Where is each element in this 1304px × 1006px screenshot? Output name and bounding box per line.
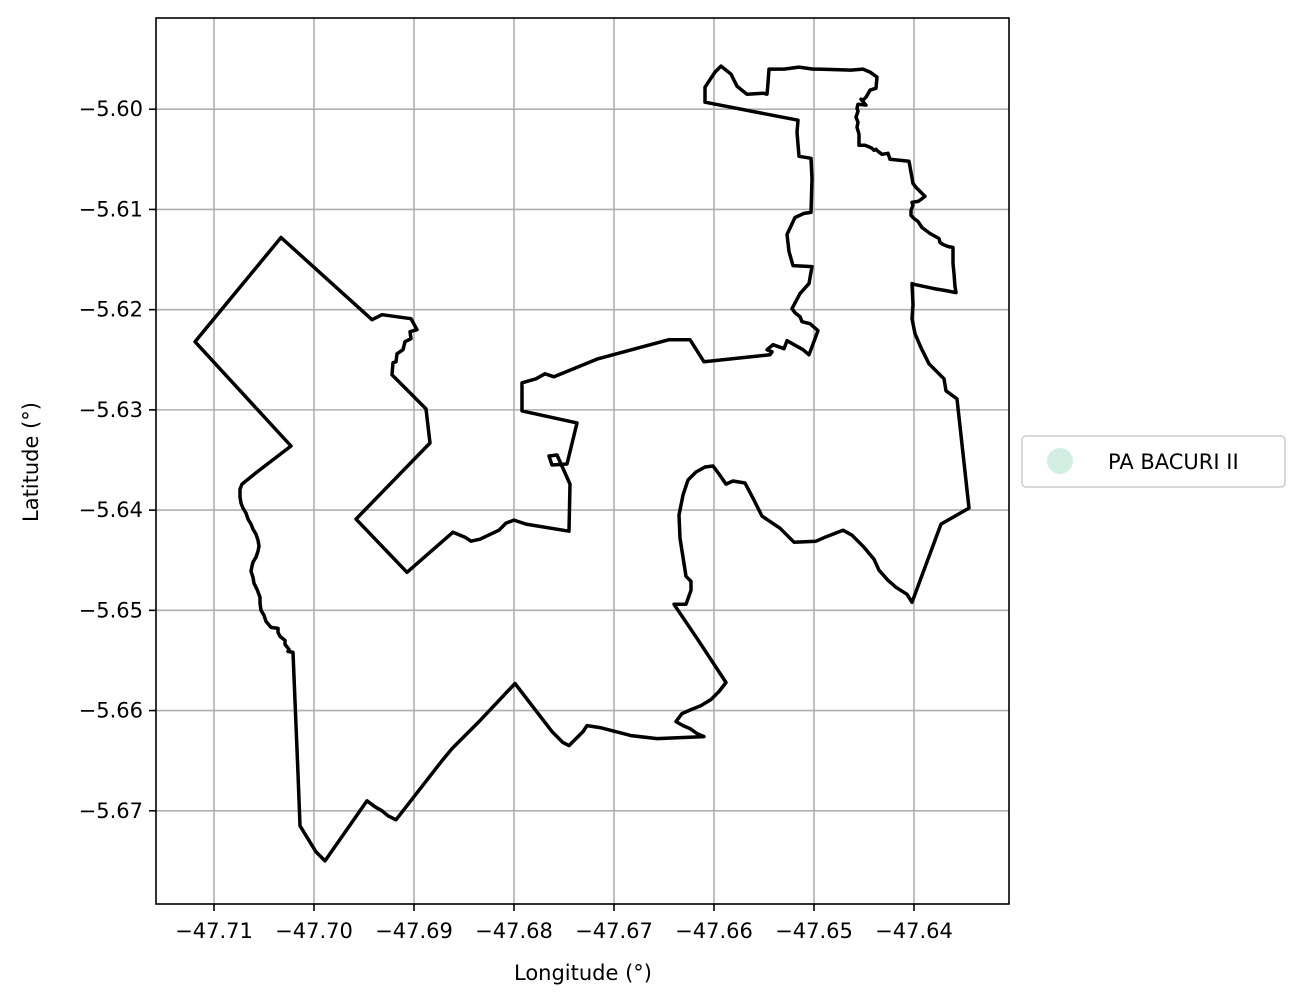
x-tick-label: −47.69 (375, 919, 453, 943)
gridlines (156, 18, 1009, 904)
legend-entry-pa-bacuri-ii: PA BACURI II (1108, 450, 1239, 474)
y-tick-label: −5.63 (79, 398, 143, 422)
y-axis-label: Latitude (°) (19, 402, 43, 522)
x-axis-ticks: −47.71 −47.70 −47.69 −47.68 −47.67 −47.66 −47.… (175, 904, 953, 943)
y-tick-label: −5.61 (79, 197, 143, 221)
y-axis-ticks: −5.60 −5.61 −5.62 −5.63 −5.64 −5.65 −5.66 −5.67 (79, 97, 156, 823)
x-tick-label: −47.66 (675, 919, 753, 943)
x-tick-label: −47.70 (275, 919, 353, 943)
y-tick-label: −5.62 (79, 298, 143, 322)
plot-frame (156, 18, 1009, 904)
legend-marker (1047, 448, 1073, 474)
y-tick-label: −5.64 (79, 498, 143, 522)
x-tick-label: −47.68 (475, 919, 553, 943)
y-tick-label: −5.66 (79, 699, 143, 723)
x-tick-label: −47.65 (775, 919, 853, 943)
y-tick-label: −5.65 (79, 598, 143, 622)
x-axis-label: Longitude (°) (514, 961, 652, 985)
x-tick-label: −47.67 (575, 919, 653, 943)
pa-bacuri-ii-boundary (195, 66, 969, 861)
legend: PA BACURI II (1022, 436, 1285, 487)
x-tick-label: −47.64 (875, 919, 953, 943)
x-tick-label: −47.71 (175, 919, 253, 943)
y-tick-label: −5.67 (79, 799, 143, 823)
y-tick-label: −5.60 (79, 97, 143, 121)
